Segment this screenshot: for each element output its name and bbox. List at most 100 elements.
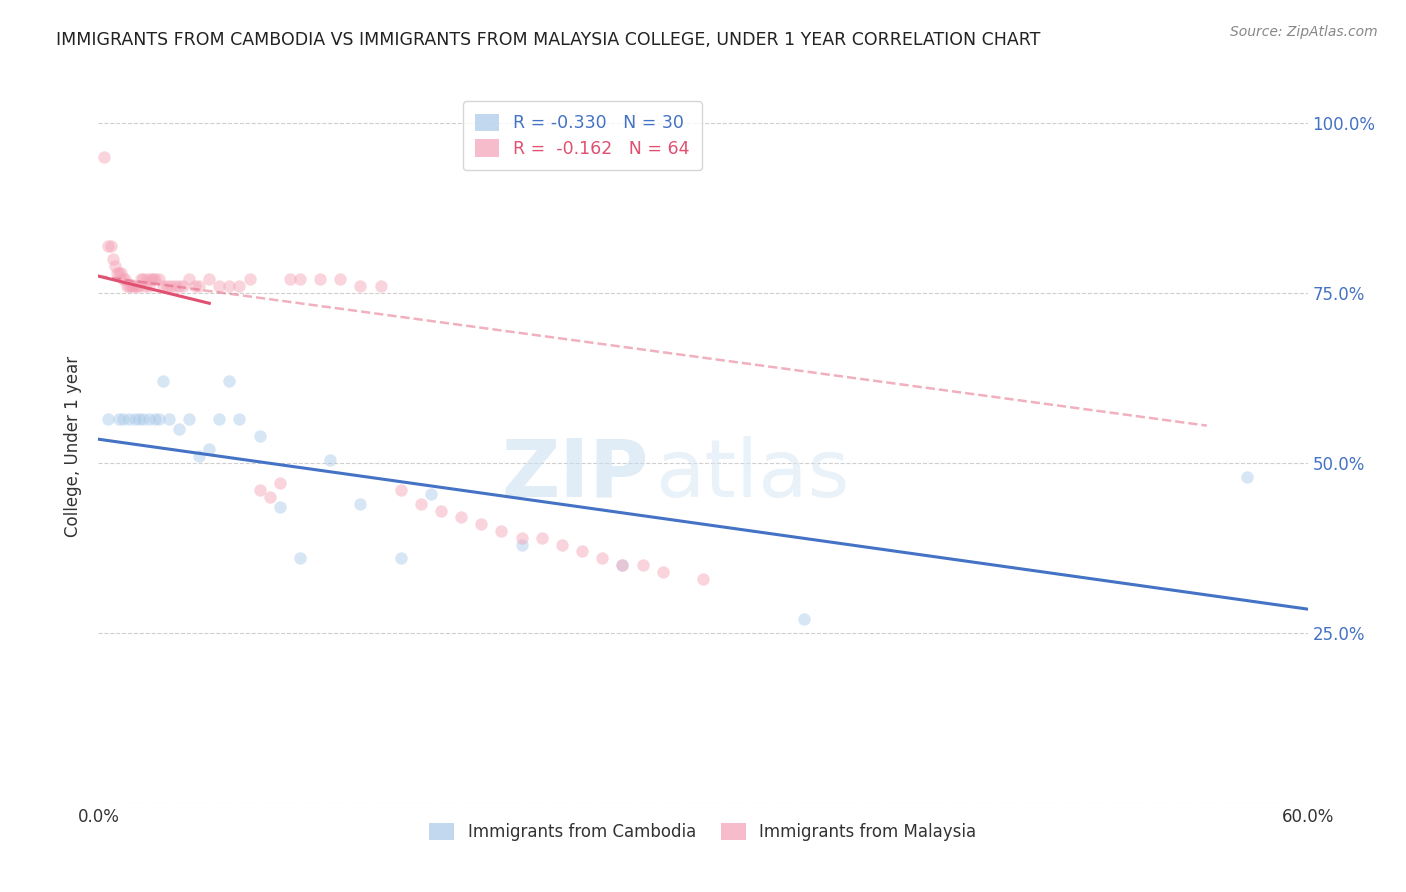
Point (218, 279, 240, 293)
Point (329, 272, 352, 286)
Point (148, 272, 170, 286)
Point (208, 279, 231, 293)
Point (612, 558, 634, 572)
Point (115, 279, 138, 293)
Point (152, 375, 174, 389)
Point (124, 412, 146, 426)
Point (239, 272, 262, 286)
Point (510, 531, 533, 545)
Point (571, 544, 593, 558)
Text: IMMIGRANTS FROM CAMBODIA VS IMMIGRANTS FROM MALAYSIA COLLEGE, UNDER 1 YEAR CORRE: IMMIGRANTS FROM CAMBODIA VS IMMIGRANTS F… (56, 31, 1040, 49)
Point (100, 238, 122, 252)
Point (430, 503, 453, 517)
Point (228, 279, 250, 293)
Point (278, 272, 301, 286)
Point (184, 279, 207, 293)
Point (551, 537, 574, 551)
Text: atlas: atlas (655, 435, 849, 514)
Point (135, 272, 157, 286)
Point (143, 412, 166, 426)
Point (269, 500, 291, 515)
Point (124, 279, 146, 293)
Point (288, 272, 311, 286)
Point (179, 272, 201, 286)
Text: ZIP: ZIP (502, 435, 648, 514)
Point (128, 412, 150, 426)
Point (142, 272, 165, 286)
Point (510, 537, 533, 551)
Point (612, 558, 634, 572)
Point (103, 259, 125, 273)
Point (309, 272, 332, 286)
Point (450, 510, 472, 524)
Point (120, 279, 142, 293)
Point (591, 551, 613, 566)
Point (319, 452, 342, 467)
Point (208, 412, 231, 426)
Point (107, 412, 129, 426)
Point (139, 272, 162, 286)
Point (389, 483, 412, 498)
Point (93, 150, 115, 164)
Legend: Immigrants from Cambodia, Immigrants from Malaysia: Immigrants from Cambodia, Immigrants fro… (423, 816, 983, 848)
Point (631, 558, 654, 572)
Point (132, 272, 155, 286)
Point (152, 279, 174, 293)
Point (172, 279, 194, 293)
Point (105, 266, 128, 280)
Point (134, 279, 156, 293)
Point (370, 279, 392, 293)
Point (114, 272, 136, 286)
Point (349, 279, 371, 293)
Point (157, 412, 180, 426)
Point (107, 266, 129, 280)
Point (125, 279, 148, 293)
Point (249, 429, 271, 443)
Point (129, 272, 152, 286)
Point (160, 279, 183, 293)
Point (111, 272, 134, 286)
Point (198, 272, 221, 286)
Point (1236, 469, 1258, 483)
Point (470, 517, 492, 532)
Point (143, 272, 166, 286)
Point (793, 612, 815, 626)
Point (259, 490, 281, 504)
Point (101, 252, 124, 266)
Point (269, 476, 291, 491)
Y-axis label: College, Under 1 year: College, Under 1 year (65, 355, 83, 537)
Point (692, 572, 714, 586)
Point (97, 238, 120, 252)
Point (218, 375, 240, 389)
Point (148, 412, 170, 426)
Point (179, 412, 201, 426)
Point (167, 422, 190, 436)
Point (118, 279, 141, 293)
Point (491, 524, 513, 538)
Point (188, 449, 211, 463)
Point (409, 497, 432, 511)
Point (198, 442, 221, 457)
Point (163, 279, 186, 293)
Point (651, 565, 673, 579)
Point (249, 483, 271, 498)
Point (156, 279, 179, 293)
Point (389, 551, 412, 566)
Point (97, 412, 120, 426)
Text: Source: ZipAtlas.com: Source: ZipAtlas.com (1230, 25, 1378, 39)
Point (167, 279, 190, 293)
Point (111, 412, 134, 426)
Point (420, 486, 443, 500)
Point (128, 279, 150, 293)
Point (138, 412, 160, 426)
Point (349, 497, 371, 511)
Point (530, 531, 553, 545)
Point (110, 266, 132, 280)
Point (138, 279, 160, 293)
Point (228, 412, 250, 426)
Point (288, 551, 311, 566)
Point (132, 412, 155, 426)
Point (188, 279, 211, 293)
Point (121, 279, 143, 293)
Point (118, 412, 141, 426)
